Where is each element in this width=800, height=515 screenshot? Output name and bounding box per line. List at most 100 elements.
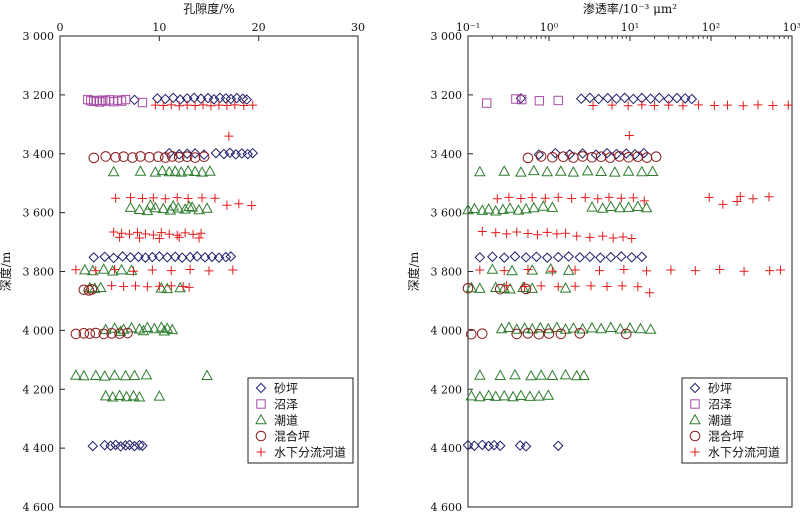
data-point <box>166 100 176 110</box>
data-point <box>622 165 635 176</box>
data-point <box>617 281 627 291</box>
data-point <box>248 100 258 110</box>
data-point <box>620 148 632 159</box>
data-point <box>224 147 236 159</box>
data-point <box>242 148 254 160</box>
data-point <box>650 151 662 162</box>
x-tick-label: 10¹ <box>621 21 639 34</box>
data-point <box>191 251 203 262</box>
data-point <box>547 151 558 163</box>
data-point <box>462 203 474 215</box>
data-point <box>628 93 639 105</box>
data-point <box>645 93 656 105</box>
data-point <box>224 131 234 141</box>
data-point <box>552 251 564 263</box>
y-tick-label: 4 200 <box>431 383 463 396</box>
data-point <box>133 251 144 263</box>
data-point <box>204 165 216 176</box>
data-point <box>167 92 179 104</box>
data-point <box>218 148 230 160</box>
data-point <box>189 165 201 177</box>
data-point <box>619 264 629 274</box>
data-point <box>144 151 155 163</box>
data-point <box>586 201 598 212</box>
data-point <box>608 233 618 243</box>
data-point <box>164 229 174 239</box>
data-point <box>487 251 498 263</box>
data-point <box>547 266 557 276</box>
data-point <box>527 193 537 203</box>
data-point <box>202 92 214 104</box>
data-point <box>506 264 518 276</box>
data-point <box>718 199 728 209</box>
data-point <box>595 151 607 162</box>
legend-marker <box>255 430 267 442</box>
data-point <box>86 96 96 106</box>
data-point <box>748 194 758 204</box>
data-point <box>614 322 627 334</box>
data-point <box>137 97 148 108</box>
series-circle <box>70 151 210 340</box>
data-point <box>678 101 688 111</box>
data-point <box>108 369 121 380</box>
data-point <box>201 369 213 381</box>
data-point <box>189 152 201 163</box>
data-point <box>154 281 164 291</box>
data-point <box>179 203 192 214</box>
y-tick-label: 3 400 <box>431 148 463 161</box>
data-point <box>523 264 533 274</box>
data-point <box>491 228 501 238</box>
data-point <box>507 390 519 402</box>
data-point <box>84 328 96 339</box>
data-point <box>635 165 648 177</box>
data-point <box>615 251 627 262</box>
data-point <box>542 322 555 334</box>
data-point <box>541 252 553 263</box>
data-point <box>494 283 506 295</box>
data-point <box>671 92 683 104</box>
data-point <box>704 192 714 202</box>
y-tick-label: 4 200 <box>23 383 55 396</box>
data-point <box>88 152 100 164</box>
data-point <box>580 193 590 203</box>
data-point <box>239 100 249 110</box>
data-point <box>557 151 569 162</box>
y-axis-label: 深度/m <box>406 251 421 291</box>
data-point <box>664 100 674 110</box>
data-point <box>89 369 102 381</box>
data-point <box>141 321 154 333</box>
data-point <box>732 196 742 206</box>
data-point <box>584 92 596 104</box>
series-circle <box>462 151 662 340</box>
data-point <box>535 369 548 380</box>
data-point <box>90 327 102 339</box>
data-point <box>106 390 119 402</box>
data-point <box>78 284 90 296</box>
data-point <box>462 439 474 451</box>
data-point <box>533 149 545 160</box>
data-point <box>114 328 125 339</box>
data-point <box>141 204 154 216</box>
series-plus <box>71 100 258 292</box>
data-point <box>120 94 131 105</box>
data-point <box>153 390 166 401</box>
data-point <box>188 92 200 104</box>
data-point <box>148 322 161 334</box>
legend-label: 砂坪 <box>708 382 732 396</box>
data-point <box>127 152 138 163</box>
legend-marker <box>689 430 701 442</box>
porosity-chart: 0 10 20 30 孔隙度/% 3 000 3 200 3 400 3 600 3 800 4 0… <box>0 1 365 514</box>
data-point <box>563 251 574 262</box>
data-point <box>512 227 522 237</box>
data-point <box>142 282 152 292</box>
data-point <box>595 322 607 334</box>
data-point <box>738 101 748 111</box>
data-point <box>735 191 745 201</box>
data-point <box>649 100 659 110</box>
data-point <box>537 200 550 211</box>
data-point <box>222 100 232 110</box>
data-point <box>159 93 171 105</box>
data-point <box>137 440 148 452</box>
data-point <box>144 199 157 210</box>
data-point <box>608 166 621 177</box>
